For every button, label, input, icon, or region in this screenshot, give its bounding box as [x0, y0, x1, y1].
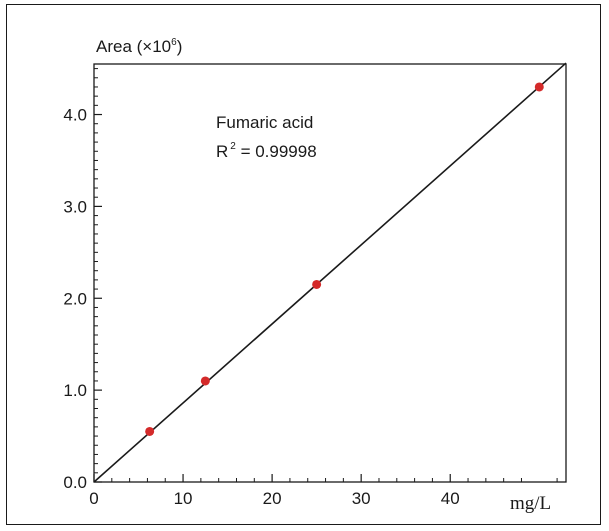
x-tick-label: 30 [352, 489, 371, 508]
x-axis-label: mg/L [510, 493, 551, 514]
annotation-compound: Fumaric acid [216, 113, 313, 132]
x-tick-label: 0 [89, 489, 98, 508]
data-point [534, 82, 544, 92]
y-tick-label: 1.0 [63, 381, 87, 400]
plot-area [93, 63, 567, 483]
y-tick-label: 4.0 [63, 106, 87, 125]
x-tick-label: 40 [441, 489, 460, 508]
x-tick-labels: 0 10 20 30 40 [89, 489, 459, 508]
fit-line [93, 62, 567, 483]
y-tick-label: 3.0 [63, 197, 87, 216]
data-point [312, 279, 322, 289]
figure-frame [6, 4, 601, 525]
y-tick-label: 0.0 [63, 473, 87, 492]
y-tick-labels: 0.0 1.0 2.0 3.0 4.0 [63, 106, 87, 492]
x-tick-label: 10 [174, 489, 193, 508]
x-tick-label: 20 [263, 489, 282, 508]
major-ticks [93, 113, 451, 483]
minor-ticks [94, 68, 558, 482]
data-points [145, 82, 544, 436]
y-tick-label: 2.0 [63, 289, 87, 308]
data-point [200, 376, 210, 386]
y-axis-label: Area (×106) [96, 37, 182, 56]
data-point [145, 426, 155, 436]
